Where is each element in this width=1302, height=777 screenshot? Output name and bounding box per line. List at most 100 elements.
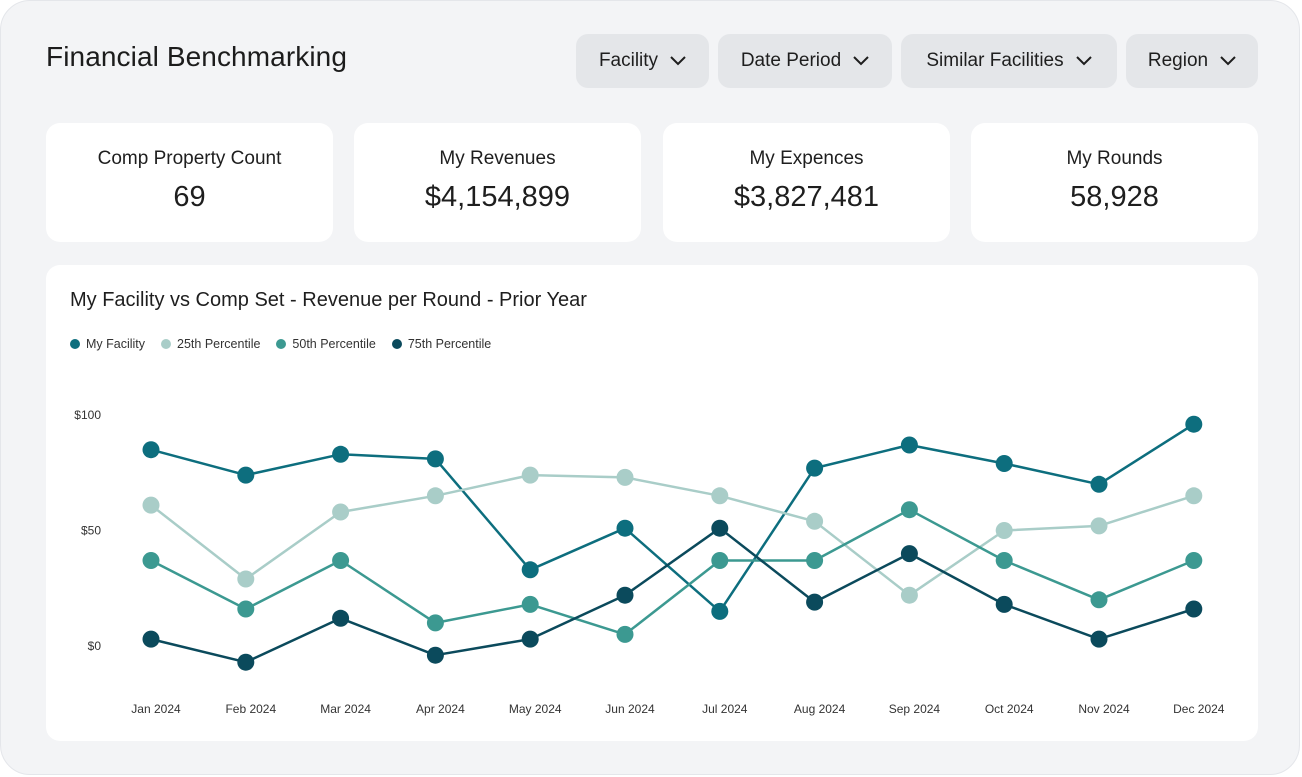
data-point-25th-percentile[interactable]: [332, 503, 350, 521]
region-filter-button[interactable]: Region: [1126, 34, 1258, 88]
data-point-50th-percentile[interactable]: [806, 552, 824, 569]
y-tick-label: $50: [81, 524, 101, 538]
legend-dot-my-facility: [70, 339, 80, 349]
x-tick-label: Oct 2024: [985, 702, 1034, 716]
data-point-50th-percentile[interactable]: [900, 501, 918, 519]
data-point-my-facility[interactable]: [1185, 415, 1203, 433]
facility-filter-button[interactable]: Facility: [576, 34, 709, 88]
data-point-my-facility[interactable]: [142, 441, 160, 459]
series-line-75th-percentile: [150, 526, 1195, 664]
data-point-25th-percentile[interactable]: [521, 466, 539, 484]
x-tick-label: Jun 2024: [605, 702, 655, 716]
data-point-25th-percentile[interactable]: [806, 512, 824, 530]
chevron-down-icon: [670, 56, 686, 66]
line-chart: $100 $50 $0 Jan 2024 Feb 2024 Mar 2024 Apr 202…: [74, 408, 1225, 716]
data-point-50th-percentile[interactable]: [426, 614, 444, 632]
x-tick-label: Apr 2024: [416, 702, 465, 716]
data-point-75th-percentile[interactable]: [332, 609, 350, 627]
data-point-75th-percentile[interactable]: [995, 595, 1013, 613]
chevron-down-icon: [1075, 56, 1092, 66]
series-line-my-facility: [150, 423, 1195, 613]
legend-label: My Facility: [86, 337, 146, 351]
data-point-75th-percentile[interactable]: [616, 586, 634, 604]
data-point-50th-percentile[interactable]: [142, 552, 160, 569]
data-point-my-facility[interactable]: [237, 466, 255, 484]
y-tick-label: $100: [74, 408, 101, 422]
revenue-per-round-chart-card: My Facility vs Comp Set - Revenue per Ro…: [46, 265, 1258, 741]
chevron-down-icon: [853, 56, 869, 66]
chart-title: My Facility vs Comp Set - Revenue per Ro…: [70, 289, 587, 311]
x-tick-label: Jan 2024: [131, 702, 181, 716]
legend-label: 25th Percentile: [177, 337, 261, 351]
region-filter-label: Region: [1147, 50, 1209, 71]
date-period-filter-label: Date Period: [740, 50, 842, 71]
x-tick-label: Aug 2024: [794, 702, 846, 716]
y-tick-label: $0: [88, 639, 102, 653]
facility-filter-label: Facility: [598, 50, 659, 71]
data-point-my-facility[interactable]: [521, 561, 539, 579]
legend-label: 50th Percentile: [292, 337, 376, 351]
kpi-card-my-revenues: My Revenues $4,154,899: [354, 123, 641, 242]
data-point-25th-percentile[interactable]: [1090, 517, 1108, 535]
legend-item-my-facility[interactable]: My Facility: [70, 337, 145, 351]
data-point-my-facility[interactable]: [711, 602, 729, 620]
data-point-75th-percentile[interactable]: [711, 519, 729, 537]
data-point-50th-percentile[interactable]: [711, 552, 729, 569]
legend-item-75th-percentile[interactable]: 75th Percentile: [391, 337, 492, 351]
kpi-label: My Expences: [749, 148, 864, 169]
data-point-25th-percentile[interactable]: [616, 468, 634, 486]
legend-item-25th-percentile[interactable]: 25th Percentile: [161, 337, 260, 351]
data-point-my-facility[interactable]: [616, 519, 634, 537]
data-point-my-facility[interactable]: [426, 450, 444, 468]
data-point-50th-percentile[interactable]: [995, 552, 1013, 569]
data-point-75th-percentile[interactable]: [237, 653, 255, 671]
x-tick-label: May 2024: [509, 702, 562, 716]
kpi-value: $3,827,481: [733, 181, 880, 213]
page-title: Financial Benchmarking: [46, 41, 348, 72]
kpi-value: $4,154,899: [424, 181, 571, 213]
kpi-label: My Rounds: [1066, 148, 1163, 169]
data-point-25th-percentile[interactable]: [995, 522, 1013, 539]
kpi-value: 58,928: [1070, 181, 1159, 213]
data-point-50th-percentile[interactable]: [616, 625, 634, 643]
data-point-50th-percentile[interactable]: [521, 595, 539, 613]
data-point-75th-percentile[interactable]: [426, 646, 444, 664]
data-point-my-facility[interactable]: [900, 436, 918, 454]
data-point-75th-percentile[interactable]: [900, 545, 918, 563]
series-line-25th-percentile: [150, 473, 1195, 597]
chart-legend: My Facility 25th Percentile 50th Percent…: [70, 337, 491, 351]
data-point-75th-percentile[interactable]: [1185, 600, 1203, 618]
similar-facilities-filter-button[interactable]: Similar Facilities: [901, 34, 1117, 88]
data-point-25th-percentile[interactable]: [142, 496, 160, 514]
data-point-my-facility[interactable]: [1090, 475, 1108, 493]
data-point-75th-percentile[interactable]: [142, 630, 160, 648]
x-tick-label: Sep 2024: [889, 702, 941, 716]
data-point-25th-percentile[interactable]: [900, 586, 918, 604]
data-point-25th-percentile[interactable]: [237, 570, 255, 588]
data-point-25th-percentile[interactable]: [426, 487, 444, 505]
chevron-down-icon: [1220, 56, 1236, 66]
x-tick-label: Jul 2024: [702, 702, 748, 716]
legend-item-50th-percentile[interactable]: 50th Percentile: [276, 337, 376, 351]
data-point-50th-percentile[interactable]: [237, 600, 255, 618]
data-point-my-facility[interactable]: [332, 445, 350, 463]
legend-label: 75th Percentile: [407, 337, 492, 351]
data-point-50th-percentile[interactable]: [332, 552, 350, 569]
data-point-25th-percentile[interactable]: [711, 487, 729, 505]
legend-dot-25th-percentile: [161, 339, 172, 349]
similar-facilities-filter-label: Similar Facilities: [926, 50, 1064, 71]
x-tick-label: Nov 2024: [1078, 702, 1130, 716]
date-period-filter-button[interactable]: Date Period: [718, 34, 892, 88]
x-tick-label: Dec 2024: [1173, 702, 1225, 716]
data-point-50th-percentile[interactable]: [1185, 552, 1203, 569]
kpi-card-my-rounds: My Rounds 58,928: [971, 123, 1258, 242]
data-point-my-facility[interactable]: [995, 455, 1013, 472]
data-point-my-facility[interactable]: [806, 459, 824, 477]
data-point-75th-percentile[interactable]: [806, 593, 824, 611]
x-tick-label: Feb 2024: [225, 702, 276, 716]
data-point-25th-percentile[interactable]: [1185, 487, 1203, 505]
data-point-75th-percentile[interactable]: [521, 630, 539, 648]
data-point-75th-percentile[interactable]: [1090, 630, 1108, 648]
data-point-50th-percentile[interactable]: [1090, 591, 1108, 609]
